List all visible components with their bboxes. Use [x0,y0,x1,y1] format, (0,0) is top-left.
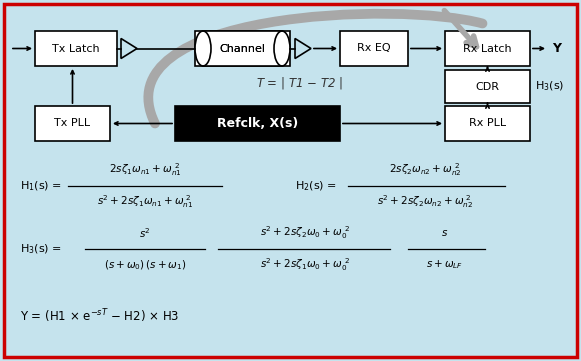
Bar [445,70,530,103]
Text: Rx EQ: Rx EQ [357,43,391,53]
Text: $2s\zeta_2\omega_{n2}+\omega_{n2}^{\ 2}$: $2s\zeta_2\omega_{n2}+\omega_{n2}^{\ 2}$ [389,162,461,178]
Ellipse shape [274,31,290,66]
Text: Channel: Channel [220,43,266,53]
Bar [35,31,117,66]
Bar [35,106,110,141]
Bar [445,106,530,141]
Text: Channel: Channel [220,43,266,53]
Bar [445,31,530,66]
Bar [340,31,408,66]
Text: $(s+\omega_0)\,(s+\omega_1)$: $(s+\omega_0)\,(s+\omega_1)$ [104,258,187,272]
Bar [175,106,340,141]
Text: Rx PLL: Rx PLL [469,118,506,129]
Text: Tx Latch: Tx Latch [52,43,100,53]
Text: $s^2+2s\zeta_1\omega_{n1}+\omega_{n1}^{\ 2}$: $s^2+2s\zeta_1\omega_{n1}+\omega_{n1}^{\… [97,193,193,210]
Text: $s$: $s$ [442,228,449,238]
Text: Y = (H1 $\times$ e$^{-sT}$ $-$ H2) $\times$ H3: Y = (H1 $\times$ e$^{-sT}$ $-$ H2) $\tim… [20,307,180,325]
Text: H$_3$(s) =: H$_3$(s) = [20,242,62,256]
Bar [203,31,282,66]
Text: H$_1$(s) =: H$_1$(s) = [20,179,62,193]
Text: Refclk, X(s): Refclk, X(s) [217,117,298,130]
Text: T = | T1 $-$ T2 |: T = | T1 $-$ T2 | [256,75,343,91]
Text: Rx Latch: Rx Latch [463,43,512,53]
Text: CDR: CDR [475,82,500,91]
Text: $s^2$: $s^2$ [139,226,151,240]
Text: $s^2+2s\zeta_1\omega_0+\omega_0^{\ 2}$: $s^2+2s\zeta_1\omega_0+\omega_0^{\ 2}$ [260,257,350,273]
Text: Tx PLL: Tx PLL [55,118,91,129]
Text: H$_3$(s): H$_3$(s) [535,80,564,93]
Ellipse shape [195,31,211,66]
Text: H$_2$(s) =: H$_2$(s) = [295,179,337,193]
Text: $2s\zeta_1\omega_{n1}+\omega_{n1}^{\ 2}$: $2s\zeta_1\omega_{n1}+\omega_{n1}^{\ 2}$ [109,162,181,178]
Text: $s^2+2s\zeta_2\omega_0+\omega_0^{\ 2}$: $s^2+2s\zeta_2\omega_0+\omega_0^{\ 2}$ [260,225,350,242]
Text: $s+\omega_{LF}$: $s+\omega_{LF}$ [426,258,464,271]
Text: $s^2+2s\zeta_2\omega_{n2}+\omega_{n2}^{\ 2}$: $s^2+2s\zeta_2\omega_{n2}+\omega_{n2}^{\… [377,193,473,210]
Bar [195,31,290,66]
Text: Y: Y [552,42,561,55]
